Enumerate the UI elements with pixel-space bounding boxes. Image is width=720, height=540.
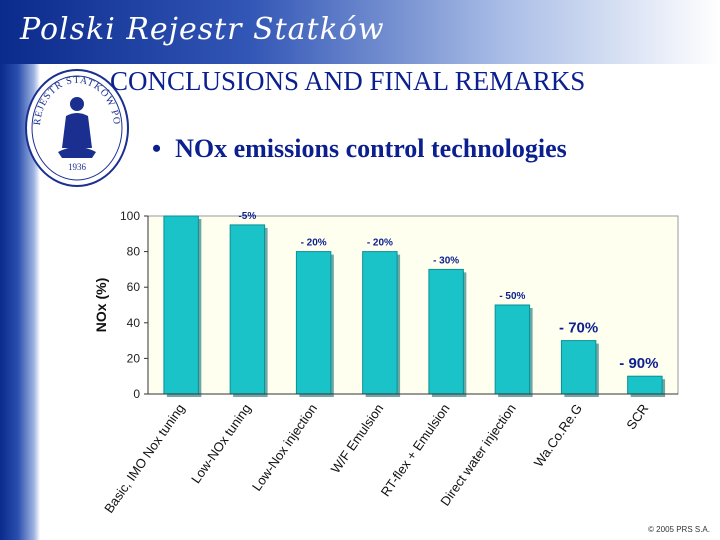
- y-tick-label: 0: [133, 387, 140, 401]
- bar-data-label: - 90%: [619, 355, 658, 372]
- bar: [362, 251, 398, 395]
- x-tick-label: Low-NOx tuning: [188, 401, 254, 486]
- x-tick-label: Basic, IMO Nox tuning: [101, 401, 187, 516]
- bar-data-label: - 30%: [433, 255, 459, 266]
- bar-data-label: - 20%: [367, 238, 393, 249]
- header-band: [0, 0, 720, 64]
- y-tick-label: 100: [120, 209, 140, 223]
- slide-title: CONCLUSIONS AND FINAL REMARKS: [110, 66, 586, 96]
- bar: [560, 340, 597, 395]
- bullet-item: • NOx emissions control technologies: [152, 134, 567, 164]
- x-tick-label: SCR: [623, 401, 651, 432]
- x-tick-label: Low-Nox injection: [249, 401, 320, 494]
- bar: [494, 304, 531, 395]
- x-tick-label: Wa.Co.Re.G: [531, 401, 585, 470]
- y-tick-label: 40: [127, 316, 141, 330]
- seal-figure-body: [62, 113, 92, 148]
- bullet-symbol: •: [152, 134, 162, 163]
- bar-data-label: -5%: [238, 211, 256, 222]
- bar: [163, 215, 199, 395]
- brand-logo-text: Polski Rejestr Statków: [20, 12, 385, 47]
- bar: [627, 375, 663, 395]
- y-tick-label: 80: [127, 245, 141, 259]
- y-tick-label: 20: [127, 351, 141, 365]
- seal-emblem: REJESTR STATKÓW POLSKI 1936: [22, 66, 129, 187]
- bullet-text: NOx emissions control technologies: [175, 134, 567, 163]
- x-tick-label: Direct water injection: [437, 401, 518, 508]
- copyright-footer: © 2005 PRS S.A.: [648, 525, 710, 534]
- y-tick-label: 60: [127, 280, 141, 294]
- bar-data-label: - 50%: [499, 291, 525, 302]
- x-tick-label: RT-flex + Emulsion: [378, 401, 453, 499]
- bar: [295, 251, 332, 395]
- bar: [428, 268, 464, 395]
- seal-wave: [58, 147, 96, 158]
- bar-data-label: - 20%: [301, 238, 327, 249]
- seal-figure-head: [70, 97, 84, 111]
- seal-year-text: 1936: [68, 162, 87, 172]
- y-axis-label: NOx (%): [93, 278, 109, 332]
- nox-bar-chart: 0 20 40 60 80 100 NOx (%) Basic, IMO Nox tuning…: [93, 209, 679, 516]
- left-gradient-band: [0, 0, 40, 540]
- x-tick-label: W/F Emulsion: [328, 401, 387, 476]
- bar: [229, 224, 266, 395]
- bar-data-label: - 70%: [559, 320, 598, 337]
